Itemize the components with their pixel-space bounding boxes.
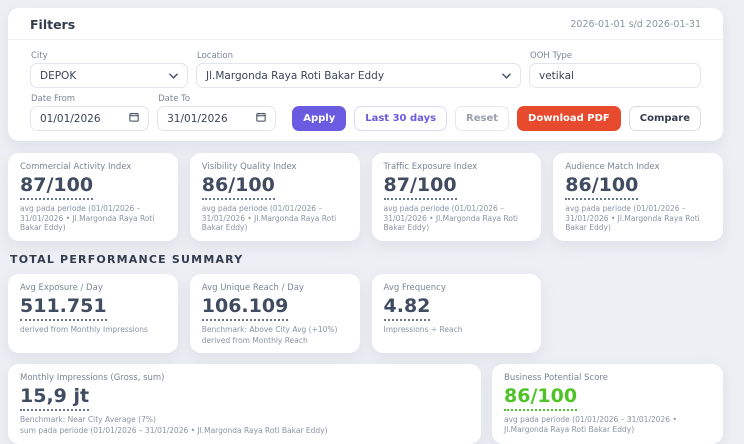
metric-value: 86/100 xyxy=(201,174,275,200)
summary-benchmark: Benchmark: Above City Avg (+10%) xyxy=(201,324,338,334)
active-date-range: 2026-01-01 s/d 2026-01-31 xyxy=(570,19,701,30)
date-to-label: Date To xyxy=(158,94,191,104)
summary-card-avg-unique-reach: Avg Unique Reach / Day 106.109 Benchmark… xyxy=(189,274,360,354)
business-potential-score-card: Business Potential Score 86/100 avg pada… xyxy=(492,364,723,444)
date-from-input[interactable]: 01/01/2026 xyxy=(30,106,150,131)
monthly-impressions-benchmark: Benchmark: Near City Average (7%) xyxy=(20,415,156,425)
city-value: DEPOK xyxy=(40,69,77,82)
ooh-type-input[interactable]: vetikal xyxy=(529,63,701,88)
summary-value: 106.109 xyxy=(201,295,289,321)
metric-label: Traffic Exposure Index xyxy=(383,162,478,172)
summary-section-title: TOTAL PERFORMANCE SUMMARY xyxy=(10,253,244,267)
metric-value: 87/100 xyxy=(20,174,94,200)
business-potential-label: Business Potential Score xyxy=(504,373,608,384)
summary-cards-row: Avg Exposure / Day 511.751 derived from … xyxy=(8,274,723,354)
date-to-value: 31/01/2026 xyxy=(167,112,228,125)
date-from-field: Date From 01/01/2026 xyxy=(30,94,150,131)
bottom-cards-row: Monthly Impressions (Gross, sum) 15,9 jt… xyxy=(8,364,723,444)
metric-card-commercial-activity: Commercial Activity Index 87/100 avg pad… xyxy=(8,153,178,242)
metric-description: avg pada periode (01/01/2026 – 31/01/202… xyxy=(565,203,700,233)
metric-label: Visibility Quality Index xyxy=(201,162,297,172)
filters-fields: City DEPOK Location Jl.Margonda Raya Rot… xyxy=(8,40,723,141)
location-value: Jl.Margonda Raya Roti Bakar Eddy xyxy=(206,69,385,82)
compare-button[interactable]: Compare xyxy=(628,106,701,131)
last-30-days-button[interactable]: Last 30 days xyxy=(354,106,448,131)
ooh-type-field: OOH Type vetikal xyxy=(529,51,701,88)
metric-value: 87/100 xyxy=(383,174,457,200)
metric-card-visibility-quality: Visibility Quality Index 86/100 avg pada… xyxy=(189,153,360,242)
metric-label: Commercial Activity Index xyxy=(20,162,132,172)
business-potential-description: avg pada periode (01/01/2026 – 31/01/202… xyxy=(504,415,677,435)
metric-description: avg pada periode (01/01/2026 – 31/01/202… xyxy=(201,203,337,233)
summary-card-avg-frequency: Avg Frequency 4.82 Impressions ÷ Reach xyxy=(371,274,542,354)
summary-description: derived from Monthly Reach xyxy=(201,335,308,345)
chevron-down-icon xyxy=(502,70,511,82)
summary-label: Avg Unique Reach / Day xyxy=(201,283,304,294)
summary-label: Avg Exposure / Day xyxy=(20,283,103,294)
metric-card-traffic-exposure: Traffic Exposure Index 87/100 avg pada p… xyxy=(371,153,542,242)
apply-button[interactable]: Apply xyxy=(292,106,347,131)
monthly-impressions-value: 15,9 jt xyxy=(20,386,90,412)
metric-card-audience-match: Audience Match Index 86/100 avg pada per… xyxy=(553,153,723,242)
ooh-type-label: OOH Type xyxy=(530,51,572,61)
city-field: City DEPOK xyxy=(30,51,188,88)
index-cards-row: Commercial Activity Index 87/100 avg pad… xyxy=(8,153,723,242)
metric-label: Audience Match Index xyxy=(565,162,660,172)
location-select[interactable]: Jl.Margonda Raya Roti Bakar Eddy xyxy=(196,63,521,88)
ooh-type-value: vetikal xyxy=(539,69,574,82)
location-field: Location Jl.Margonda Raya Roti Bakar Edd… xyxy=(196,51,521,88)
business-potential-value: 86/100 xyxy=(504,386,578,412)
date-to-input[interactable]: 31/01/2026 xyxy=(157,106,277,131)
monthly-impressions-label: Monthly Impressions (Gross, sum) xyxy=(20,373,165,384)
metric-description: avg pada periode (01/01/2026 – 31/01/202… xyxy=(20,203,155,233)
calendar-icon[interactable] xyxy=(256,112,266,125)
date-from-label: Date From xyxy=(31,94,76,104)
summary-label: Avg Frequency xyxy=(383,283,446,294)
date-to-field: Date To 31/01/2026 xyxy=(157,94,277,131)
metric-value: 86/100 xyxy=(565,174,639,200)
reset-button[interactable]: Reset xyxy=(455,106,510,131)
download-pdf-button[interactable]: Download PDF xyxy=(517,106,621,131)
calendar-icon[interactable] xyxy=(129,112,139,125)
filters-header: Filters 2026-01-01 s/d 2026-01-31 xyxy=(8,8,723,40)
monthly-impressions-description: sum pada periode (01/01/2026 – 31/01/202… xyxy=(20,426,328,436)
filters-title: Filters xyxy=(30,17,76,32)
chevron-down-icon xyxy=(169,70,178,82)
date-from-value: 01/01/2026 xyxy=(40,112,101,125)
filters-card: Filters 2026-01-01 s/d 2026-01-31 City D… xyxy=(8,8,723,141)
city-label: City xyxy=(31,51,48,61)
summary-description: Impressions ÷ Reach xyxy=(383,324,463,334)
summary-card-avg-exposure: Avg Exposure / Day 511.751 derived from … xyxy=(8,274,178,354)
summary-description: derived from Monthly Impressions xyxy=(20,324,148,334)
summary-value: 4.82 xyxy=(383,295,431,321)
location-label: Location xyxy=(197,51,233,61)
filter-actions: Apply Last 30 days Reset Download PDF Co… xyxy=(292,106,701,131)
monthly-impressions-card: Monthly Impressions (Gross, sum) 15,9 jt… xyxy=(8,364,481,444)
city-select[interactable]: DEPOK xyxy=(30,63,188,88)
summary-value: 511.751 xyxy=(20,295,107,321)
metric-description: avg pada periode (01/01/2026 – 31/01/202… xyxy=(383,203,519,233)
